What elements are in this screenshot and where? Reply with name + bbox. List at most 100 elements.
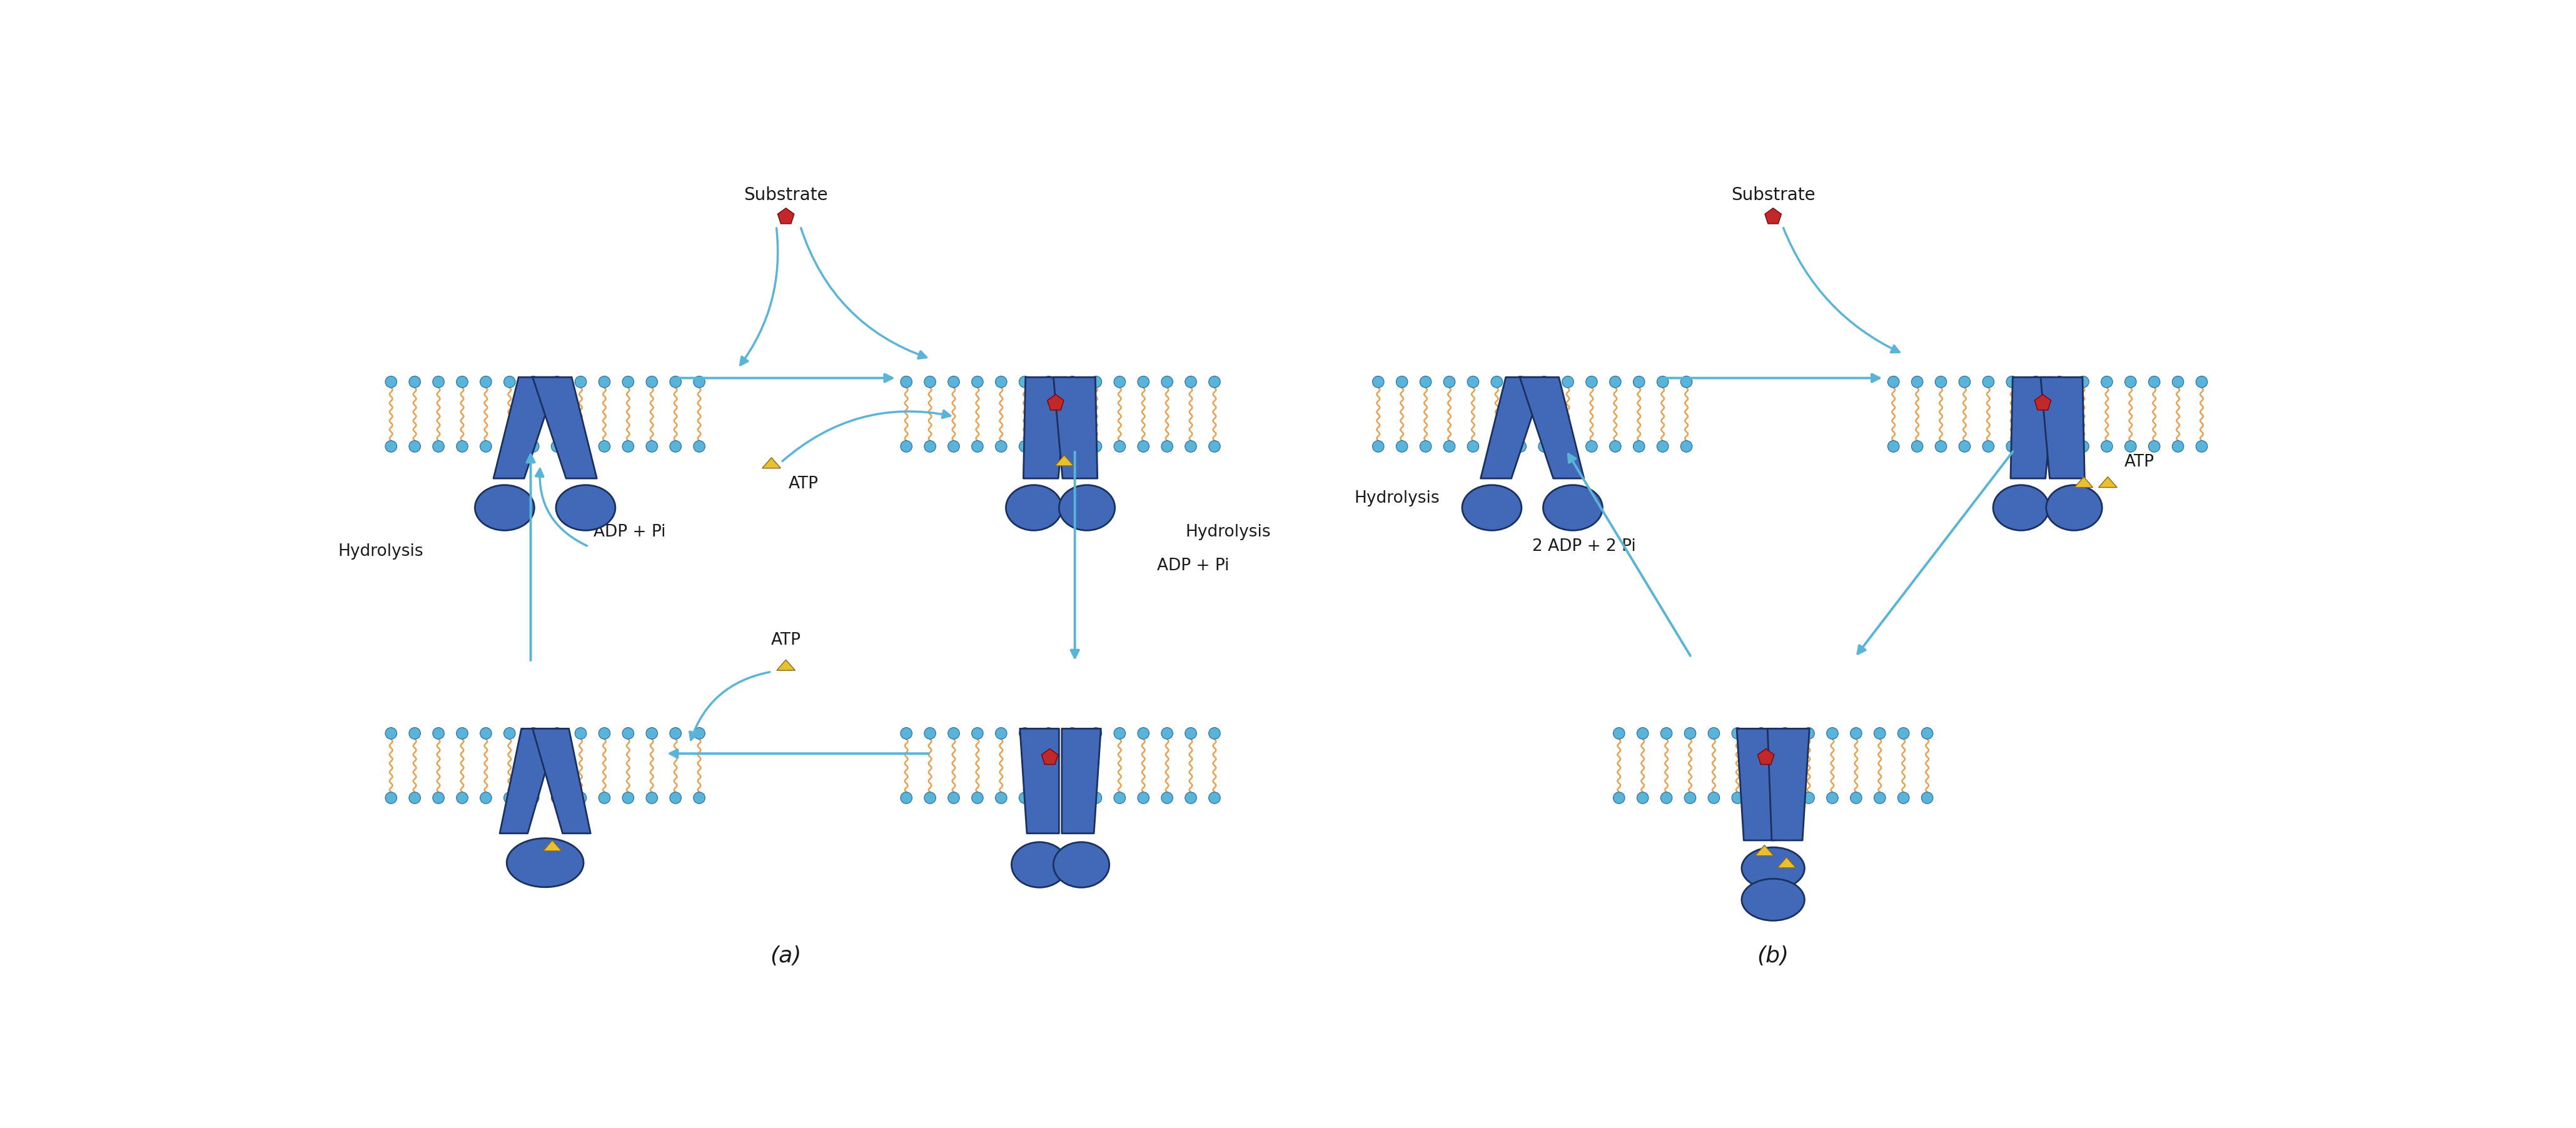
Circle shape bbox=[1922, 728, 1932, 739]
Circle shape bbox=[456, 441, 469, 452]
Circle shape bbox=[1780, 728, 1790, 739]
Circle shape bbox=[528, 376, 538, 388]
Circle shape bbox=[2053, 376, 2066, 388]
Circle shape bbox=[551, 728, 562, 739]
Text: Substrate: Substrate bbox=[744, 186, 827, 204]
Circle shape bbox=[433, 792, 443, 803]
Circle shape bbox=[386, 441, 397, 452]
Polygon shape bbox=[2012, 377, 2056, 478]
Circle shape bbox=[386, 728, 397, 739]
Circle shape bbox=[1984, 441, 1994, 452]
Circle shape bbox=[1162, 441, 1172, 452]
Circle shape bbox=[456, 728, 469, 739]
Circle shape bbox=[1113, 792, 1126, 803]
Polygon shape bbox=[2040, 377, 2084, 478]
Polygon shape bbox=[2035, 395, 2050, 411]
Circle shape bbox=[647, 441, 657, 452]
Circle shape bbox=[971, 728, 984, 739]
Circle shape bbox=[1373, 376, 1383, 388]
Circle shape bbox=[1873, 792, 1886, 803]
Circle shape bbox=[574, 441, 587, 452]
Circle shape bbox=[574, 376, 587, 388]
Circle shape bbox=[1662, 728, 1672, 739]
Circle shape bbox=[1090, 441, 1103, 452]
Circle shape bbox=[925, 792, 935, 803]
Circle shape bbox=[1633, 441, 1646, 452]
Circle shape bbox=[1066, 376, 1077, 388]
Text: ADP + Pi: ADP + Pi bbox=[592, 525, 665, 540]
Circle shape bbox=[1656, 441, 1669, 452]
Circle shape bbox=[574, 792, 587, 803]
Circle shape bbox=[598, 728, 611, 739]
Circle shape bbox=[1613, 792, 1625, 803]
Polygon shape bbox=[1777, 857, 1795, 867]
Ellipse shape bbox=[556, 485, 616, 530]
Circle shape bbox=[1515, 441, 1525, 452]
Polygon shape bbox=[1754, 845, 1775, 856]
Circle shape bbox=[693, 728, 706, 739]
Circle shape bbox=[1685, 728, 1695, 739]
Circle shape bbox=[1020, 441, 1030, 452]
Circle shape bbox=[410, 441, 420, 452]
Circle shape bbox=[2172, 441, 2184, 452]
Circle shape bbox=[1468, 376, 1479, 388]
Circle shape bbox=[1020, 376, 1030, 388]
Circle shape bbox=[1043, 792, 1054, 803]
Circle shape bbox=[623, 441, 634, 452]
Circle shape bbox=[1162, 728, 1172, 739]
Circle shape bbox=[1066, 728, 1077, 739]
Circle shape bbox=[1922, 792, 1932, 803]
Circle shape bbox=[693, 376, 706, 388]
Circle shape bbox=[433, 728, 443, 739]
Polygon shape bbox=[1481, 377, 1546, 478]
Circle shape bbox=[1633, 376, 1646, 388]
Circle shape bbox=[2076, 441, 2089, 452]
Circle shape bbox=[1888, 441, 1899, 452]
Circle shape bbox=[574, 728, 587, 739]
Circle shape bbox=[971, 376, 984, 388]
Circle shape bbox=[479, 376, 492, 388]
Circle shape bbox=[386, 376, 397, 388]
Circle shape bbox=[647, 376, 657, 388]
Circle shape bbox=[1754, 728, 1767, 739]
Circle shape bbox=[1803, 792, 1814, 803]
Circle shape bbox=[693, 792, 706, 803]
Circle shape bbox=[670, 376, 680, 388]
Ellipse shape bbox=[1012, 843, 1066, 888]
Circle shape bbox=[623, 376, 634, 388]
Circle shape bbox=[1492, 376, 1502, 388]
Circle shape bbox=[551, 376, 562, 388]
Circle shape bbox=[1708, 792, 1721, 803]
Polygon shape bbox=[1023, 377, 1066, 478]
Circle shape bbox=[1090, 376, 1103, 388]
Circle shape bbox=[1020, 792, 1030, 803]
Circle shape bbox=[1561, 441, 1574, 452]
Circle shape bbox=[1826, 728, 1839, 739]
Text: ADP + Pi: ADP + Pi bbox=[1157, 557, 1229, 574]
Circle shape bbox=[1613, 728, 1625, 739]
Circle shape bbox=[1139, 441, 1149, 452]
Polygon shape bbox=[533, 377, 598, 478]
Ellipse shape bbox=[2045, 485, 2102, 530]
Circle shape bbox=[1020, 728, 1030, 739]
Circle shape bbox=[1873, 728, 1886, 739]
Circle shape bbox=[1090, 728, 1103, 739]
Ellipse shape bbox=[1463, 485, 1522, 530]
Text: Hydrolysis: Hydrolysis bbox=[337, 544, 422, 559]
Circle shape bbox=[2148, 441, 2161, 452]
Circle shape bbox=[1185, 376, 1198, 388]
Circle shape bbox=[479, 728, 492, 739]
Circle shape bbox=[479, 441, 492, 452]
Circle shape bbox=[1610, 376, 1620, 388]
Text: Substrate: Substrate bbox=[1731, 186, 1816, 204]
Circle shape bbox=[505, 728, 515, 739]
Circle shape bbox=[948, 792, 958, 803]
Circle shape bbox=[433, 376, 443, 388]
Circle shape bbox=[2102, 376, 2112, 388]
Text: ATP: ATP bbox=[2125, 455, 2154, 470]
Circle shape bbox=[1515, 376, 1525, 388]
Circle shape bbox=[1185, 792, 1198, 803]
Ellipse shape bbox=[1741, 879, 1806, 920]
Circle shape bbox=[693, 441, 706, 452]
Circle shape bbox=[1492, 441, 1502, 452]
